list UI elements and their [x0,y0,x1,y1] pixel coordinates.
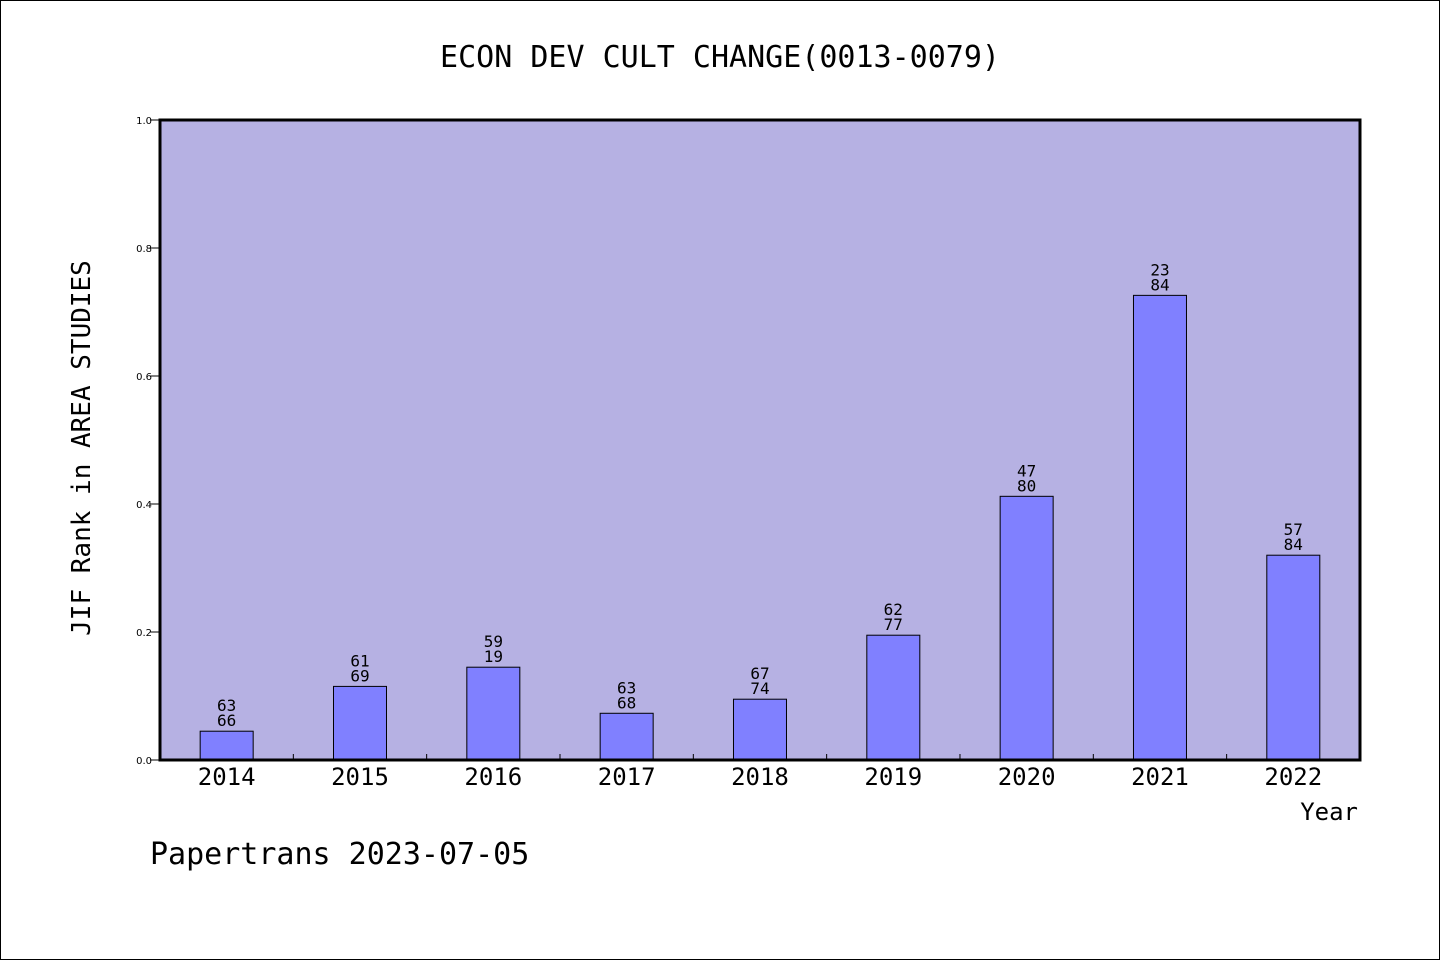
bar-label-rank: 59 [484,632,503,651]
bar-label-total: 80 [1017,476,1036,495]
chart-title: ECON DEV CULT CHANGE(0013-0079) [440,40,1000,75]
bar-2015 [332,685,387,761]
y-axis: 0.0 0.2 0.4 0.6 0.8 1.0 [136,116,160,767]
bar-label-rank: 63 [217,696,236,715]
x-tick-label: 2016 [464,763,522,791]
bar-2020 [999,495,1054,761]
x-tick-label: 2019 [864,763,922,791]
y-tick-label: 1.0 [136,116,152,127]
bar-label-rank: 57 [1284,520,1303,539]
bar-label-total: 74 [750,679,769,698]
bar-label-rank: 47 [1017,461,1036,480]
y-tick-label: 0.4 [136,500,152,511]
y-axis-label: JIF Rank in AREA STUDIES [67,260,97,636]
x-tick-label: 2017 [598,763,656,791]
bar-label-total: 69 [350,666,369,685]
x-axis-label: Year [1300,798,1358,826]
x-tick-label: 2020 [998,763,1056,791]
y-tick-label: 0.2 [136,628,152,639]
bar-label-rank: 61 [350,651,369,670]
x-tick-label: 2018 [731,763,789,791]
y-tick-label: 0.6 [136,372,152,383]
bar-label-total: 19 [484,647,503,666]
bar-2018 [732,698,787,761]
y-tick-label: 0.8 [136,244,152,255]
bar-2022 [1266,554,1321,761]
bar-label-rank: 63 [617,678,636,697]
bar-2017 [599,712,654,761]
footer-credit: Papertrans 2023-07-05 [150,837,529,872]
bar-label-total: 68 [617,693,636,712]
bar-label-rank: 23 [1150,260,1169,279]
bars [199,294,1321,761]
y-tick-label: 0.0 [136,756,152,767]
bar-2016 [466,666,521,761]
x-tick-label: 2014 [198,763,256,791]
bar-label-total: 77 [884,615,903,634]
bar-label-rank: 62 [884,600,903,619]
x-tick-label: 2015 [331,763,389,791]
x-tick-label: 2021 [1131,763,1189,791]
bar-label-total: 84 [1150,275,1169,294]
bar-label-total: 66 [217,711,236,730]
plot-border [158,118,1362,762]
bar-2021 [1132,294,1187,761]
x-axis: 2014 2015 2016 2017 2018 2019 2020 2021 2022 [198,754,1322,791]
bar-2019 [866,634,921,761]
x-tick-label: 2022 [1264,763,1322,791]
bar-2014 [199,730,254,761]
bar-label-rank: 67 [750,664,769,683]
bar-label-total: 84 [1284,535,1303,554]
